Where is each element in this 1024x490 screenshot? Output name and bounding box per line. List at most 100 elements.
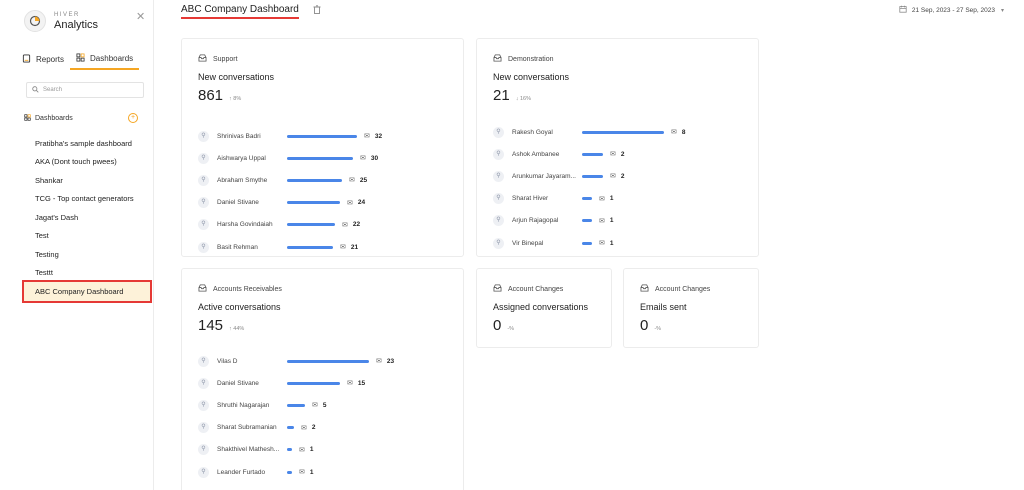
- delete-icon[interactable]: [313, 5, 321, 16]
- mail-icon: ✉: [299, 446, 305, 454]
- dashboard-list-item[interactable]: ABC Company Dashboard: [22, 280, 152, 303]
- dashboards-section-label: Dashboards: [35, 114, 73, 122]
- user-icon: ⚲: [198, 355, 209, 367]
- agent-bar: [287, 470, 292, 474]
- agent-value: 24: [357, 199, 366, 207]
- agent-name: Arjun Rajagopal: [512, 217, 559, 225]
- dashboards-section-header: Dashboards +: [24, 113, 138, 123]
- add-dashboard-button[interactable]: +: [128, 113, 138, 123]
- agent-name: Ashok Ambanee: [512, 150, 560, 158]
- inbox-icon: [493, 284, 502, 294]
- tab-reports[interactable]: Reports: [16, 48, 70, 70]
- mail-icon: ✉: [347, 380, 353, 388]
- agent-row[interactable]: ⚲ Daniel Stivane ✉ 24: [198, 192, 382, 214]
- agent-row[interactable]: ⚲ Vilas D ✉ 23: [198, 350, 394, 372]
- agent-row[interactable]: ⚲ Arjun Rajagopal ✉ 1: [493, 210, 686, 232]
- close-icon[interactable]: ✕: [136, 11, 146, 23]
- card-title: Accounts Receivables: [198, 284, 282, 294]
- agent-name: Sharat Hiver: [512, 195, 549, 203]
- mail-icon: ✉: [349, 177, 355, 185]
- user-icon: ⚲: [198, 219, 209, 231]
- date-range-picker[interactable]: 21 Sep, 2023 - 27 Sep, 2023 ▾: [899, 5, 1004, 15]
- agent-row[interactable]: ⚲ Shakthivel Mathesh... ✉ 1: [198, 439, 394, 461]
- agent-bar: [287, 201, 340, 205]
- mail-icon: ✉: [610, 173, 616, 181]
- agent-row[interactable]: ⚲ Sharat Hiver ✉ 1: [493, 188, 686, 210]
- agent-row[interactable]: ⚲ Vir Binepal ✉ 1: [493, 232, 686, 254]
- agent-row[interactable]: ⚲ Shruthi Nagarajan ✉ 5: [198, 394, 394, 416]
- search-input[interactable]: Search: [26, 82, 144, 98]
- agent-bar: [287, 134, 357, 138]
- card-subtitle: New conversations: [198, 72, 275, 82]
- card-title-text: Account Changes: [655, 285, 711, 293]
- accounts-receivables-card[interactable]: Accounts Receivables Active conversations…: [181, 268, 464, 490]
- agent-value: 1: [309, 468, 314, 476]
- date-range-text: 21 Sep, 2023 - 27 Sep, 2023: [911, 6, 995, 14]
- brand[interactable]: HIVER Analytics: [24, 10, 98, 32]
- card-subtitle: Assigned conversations: [493, 302, 589, 312]
- agent-row[interactable]: ⚲ Aishwarya Uppal ✉ 30: [198, 147, 382, 169]
- user-icon: ⚲: [198, 466, 209, 478]
- mail-icon: ✉: [671, 129, 677, 137]
- dashboard-list-item[interactable]: Testing: [35, 249, 59, 259]
- demonstration-card[interactable]: Demonstration New conversations 21 ↓ 16% ⚲ Ra…: [476, 38, 759, 257]
- metric-change: ↑ 8%: [229, 96, 242, 102]
- agent-row[interactable]: ⚲ Shrinivas Badri ✉ 32: [198, 125, 382, 147]
- agent-name: Vilas D: [217, 357, 238, 365]
- agent-bar: [287, 156, 353, 160]
- inbox-icon: [493, 54, 502, 64]
- user-icon: ⚲: [198, 130, 209, 142]
- card-metric: 0 -%: [640, 317, 661, 334]
- agent-value: 8: [681, 128, 686, 136]
- agent-bar: [582, 197, 592, 201]
- tab-reports-label: Reports: [36, 54, 65, 64]
- search-icon: [32, 85, 39, 95]
- agent-value: 2: [311, 424, 316, 432]
- agent-value: 1: [609, 239, 614, 247]
- agent-bar: [287, 403, 305, 407]
- dashboard-list-item[interactable]: TCG - Top contact generators: [35, 194, 134, 204]
- support-card[interactable]: Support New conversations 861 ↑ 8% ⚲ Shriniva…: [181, 38, 464, 257]
- agent-row[interactable]: ⚲ Rakesh Goyal ✉ 8: [493, 121, 686, 143]
- dashboard-list-item[interactable]: Testtt: [35, 268, 53, 278]
- agent-name: Shrinivas Badri: [217, 132, 261, 140]
- metric-value: 21: [493, 87, 510, 104]
- agent-name: Shruthi Nagarajan: [217, 401, 270, 409]
- agent-bar: [582, 130, 664, 134]
- mail-icon: ✉: [312, 402, 318, 410]
- account-changes-emails-card[interactable]: Account Changes Emails sent 0 -%: [623, 268, 759, 348]
- card-title-text: Support: [213, 55, 238, 63]
- metric-change: -%: [654, 326, 662, 332]
- agent-bar: [287, 448, 292, 452]
- account-changes-assigned-card[interactable]: Account Changes Assigned conversations 0 -%: [476, 268, 612, 348]
- inbox-icon: [198, 54, 207, 64]
- agent-value: 2: [620, 150, 625, 158]
- dashboard-grid-icon: [76, 52, 85, 64]
- agent-value: 23: [386, 357, 395, 365]
- agent-row[interactable]: ⚲ Abraham Smythe ✉ 25: [198, 169, 382, 191]
- agent-row[interactable]: ⚲ Basit Rehman ✉ 21: [198, 236, 382, 256]
- agent-row[interactable]: ⚲ Sharat Subramanian ✉ 2: [198, 417, 394, 439]
- agent-value: 22: [352, 221, 361, 229]
- user-icon: ⚲: [493, 126, 504, 138]
- agent-row[interactable]: ⚲ Leander Furtado ✉ 1: [198, 461, 394, 483]
- dashboard-list-item[interactable]: Shankar: [35, 175, 63, 185]
- mail-icon: ✉: [599, 240, 605, 248]
- agent-row[interactable]: ⚲ Harsha Govindaiah ✉ 22: [198, 214, 382, 236]
- agent-list: ⚲ Shrinivas Badri ✉ 32 ⚲ Aishwarya Uppal ✉ 30 ⚲ A…: [198, 125, 382, 256]
- inbox-icon: [198, 284, 207, 294]
- card-metric: 861 ↑ 8%: [198, 87, 241, 104]
- dashboard-list-item[interactable]: AKA (Dont touch pwees): [35, 157, 117, 167]
- agent-row[interactable]: ⚲ Ashok Ambanee ✉ 2: [493, 143, 686, 165]
- agent-bar: [582, 152, 603, 156]
- mail-icon: ✉: [342, 221, 348, 229]
- dashboard-list-item[interactable]: Pratibha's sample dashboard: [35, 138, 132, 148]
- agent-row[interactable]: ⚲ Daniel Stivane ✉ 15: [198, 372, 394, 394]
- report-icon: [22, 53, 31, 65]
- dashboard-list-item[interactable]: Jagat's Dash: [35, 212, 79, 222]
- agent-bar: [287, 381, 340, 385]
- dashboard-list-item[interactable]: Test: [35, 231, 49, 241]
- tab-dashboards[interactable]: Dashboards: [70, 48, 140, 70]
- agent-row[interactable]: ⚲ Arunkumar Jayaram... ✉ 2: [493, 165, 686, 187]
- user-icon: ⚲: [198, 152, 209, 164]
